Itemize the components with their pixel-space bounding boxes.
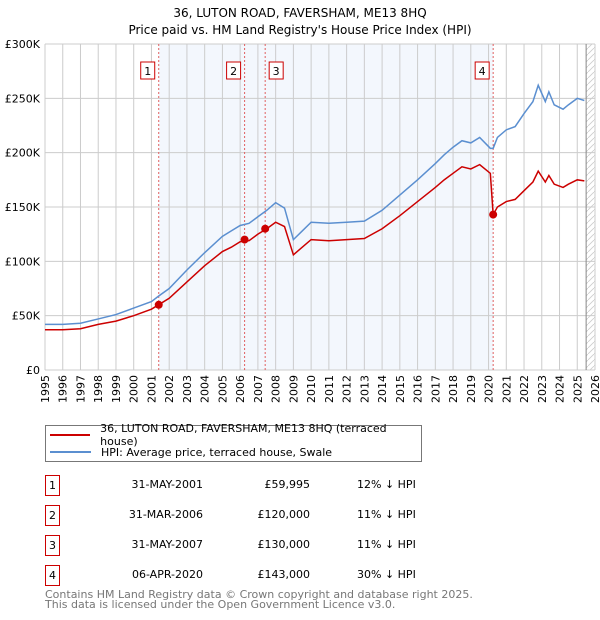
sale-number: 2	[45, 505, 60, 526]
sale-number: 1	[45, 475, 60, 496]
sale-hpi-diff: 30% ↓ HPI	[357, 568, 416, 581]
x-tick-label: 2002	[163, 375, 176, 403]
sale-number: 4	[45, 565, 60, 586]
sale-hpi-diff: 11% ↓ HPI	[357, 538, 416, 551]
x-tick-label: 2013	[358, 375, 371, 403]
sale-point	[240, 235, 249, 244]
sale-point	[154, 300, 163, 309]
sale-point	[261, 224, 270, 233]
legend-item-hpi: HPI: Average price, terraced house, Swal…	[50, 444, 332, 460]
sale-number: 3	[45, 535, 60, 556]
x-tick-label: 2025	[571, 375, 584, 403]
price-chart: 36, LUTON ROAD, FAVERSHAM, ME13 8HQ Pric…	[5, 6, 600, 403]
sale-label-box	[474, 61, 490, 80]
x-tick-label: 2008	[270, 375, 283, 403]
sale-point	[489, 210, 498, 219]
legend-item-property: 36, LUTON ROAD, FAVERSHAM, ME13 8HQ (ter…	[50, 422, 421, 448]
sale-label: 2	[230, 65, 237, 78]
x-tick-label: 2010	[305, 375, 318, 403]
sale-date: 31-MAY-2007	[131, 538, 203, 551]
x-tick-label: 1999	[110, 375, 123, 403]
x-tick-label: 2020	[483, 375, 496, 403]
legend-label: HPI: Average price, terraced house, Swal…	[101, 445, 333, 459]
x-tick-label: 2009	[287, 375, 300, 403]
property-line	[45, 163, 585, 331]
legend-swatch	[50, 451, 91, 453]
sale-label-box	[140, 61, 156, 80]
chart-subtitle: Price paid vs. HM Land Registry's House …	[128, 23, 471, 37]
sale-date: 31-MAR-2006	[128, 508, 203, 521]
sale-date: 31-MAY-2001	[131, 478, 203, 491]
x-tick-label: 1997	[74, 375, 87, 403]
legend-label: 36, LUTON ROAD, FAVERSHAM, ME13 8HQ (ter…	[100, 422, 387, 448]
footer-licence: This data is licensed under the Open Gov…	[45, 598, 396, 611]
x-tick-label: 2012	[341, 375, 354, 403]
x-tick-label: 2001	[145, 375, 158, 403]
sale-hpi-diff: 11% ↓ HPI	[357, 508, 416, 521]
x-tick-label: 2011	[323, 375, 336, 403]
sale-label: 4	[479, 65, 486, 78]
sale-label-box	[268, 61, 284, 80]
y-tick-label: £150K	[5, 201, 41, 214]
x-tick-label: 2021	[500, 375, 513, 403]
x-tick-label: 2004	[199, 375, 212, 403]
sale-row: 3 31-MAY-2007 £130,000 11% ↓ HPI	[45, 535, 445, 556]
y-tick-label: £50K	[12, 310, 41, 323]
sale-label: 1	[144, 65, 151, 78]
x-tick-label: 2023	[536, 375, 549, 403]
y-tick-label: £200K	[5, 147, 41, 160]
sale-label: 3	[273, 65, 280, 78]
x-tick-label: 1998	[92, 375, 105, 403]
sale-row: 1 31-MAY-2001 £59,995 12% ↓ HPI	[45, 475, 445, 496]
y-tick-label: £300K	[5, 38, 41, 51]
x-tick-label: 1995	[39, 375, 52, 403]
x-tick-label: 2014	[376, 375, 389, 403]
y-tick-label: £100K	[5, 255, 41, 268]
sale-date: 06-APR-2020	[131, 568, 203, 581]
x-tick-label: 2018	[447, 375, 460, 403]
y-tick-label: £0	[26, 364, 40, 377]
x-tick-label: 2003	[181, 375, 194, 403]
x-tick-label: 2026	[589, 375, 600, 403]
x-tick-label: 2005	[216, 375, 229, 403]
x-tick-label: 2019	[465, 375, 478, 403]
sale-price: £143,000	[257, 568, 311, 581]
y-tick-label: £250K	[5, 92, 41, 105]
x-tick-label: 2022	[518, 375, 531, 403]
sale-price: £120,000	[257, 508, 311, 521]
x-tick-label: 2017	[429, 375, 442, 403]
sale-row: 2 31-MAR-2006 £120,000 11% ↓ HPI	[45, 505, 445, 526]
sale-hpi-diff: 12% ↓ HPI	[357, 478, 416, 491]
legend-swatch	[50, 434, 91, 436]
x-tick-label: 2007	[252, 375, 265, 403]
sale-row: 4 06-APR-2020 £143,000 30% ↓ HPI	[45, 565, 445, 586]
hpi-line	[45, 83, 585, 326]
chart-title: 36, LUTON ROAD, FAVERSHAM, ME13 8HQ	[173, 6, 426, 20]
legend: 36, LUTON ROAD, FAVERSHAM, ME13 8HQ (ter…	[45, 422, 422, 462]
x-tick-label: 2000	[128, 375, 141, 403]
x-tick-label: 2015	[394, 375, 407, 403]
sale-label-box	[226, 61, 242, 80]
x-tick-label: 1996	[57, 375, 70, 403]
x-tick-label: 2006	[234, 375, 247, 403]
sale-price: £130,000	[257, 538, 311, 551]
sale-price: £59,995	[264, 478, 311, 491]
x-tick-label: 2024	[554, 375, 567, 403]
footer-copyright: Contains HM Land Registry data © Crown c…	[45, 588, 473, 601]
x-tick-label: 2016	[412, 375, 425, 403]
